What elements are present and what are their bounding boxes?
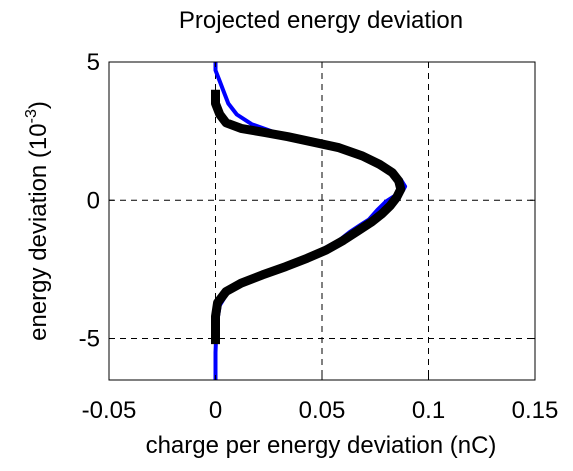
x-axis-label: charge per energy deviation (nC) — [146, 432, 497, 459]
x-tick-label: 0.1 — [412, 397, 445, 424]
y-tick-label: -5 — [79, 326, 100, 353]
axis-ticks — [108, 61, 536, 380]
series-line-2 — [211, 89, 406, 345]
y-axis-label-suffix: ) — [25, 101, 52, 109]
y-axis-label: energy deviation (10-3) — [23, 101, 52, 341]
series-group — [211, 62, 408, 380]
x-tick-label: -0.05 — [82, 397, 137, 424]
x-tick-label: 0.15 — [512, 397, 559, 424]
x-tick-label: 0 — [209, 397, 222, 424]
y-tick-label: 0 — [87, 187, 100, 214]
y-tick-label: 5 — [87, 49, 100, 76]
y-tick-labels: -5 0 5 — [79, 49, 100, 353]
x-tick-label: 0.05 — [299, 397, 346, 424]
y-axis-label-text: energy deviation (10 — [25, 123, 52, 340]
x-tick-labels: -0.05 0 0.05 0.1 0.15 — [82, 397, 559, 424]
y-axis-label-exponent: -3 — [23, 109, 40, 123]
chart-title: Projected energy deviation — [179, 7, 463, 34]
